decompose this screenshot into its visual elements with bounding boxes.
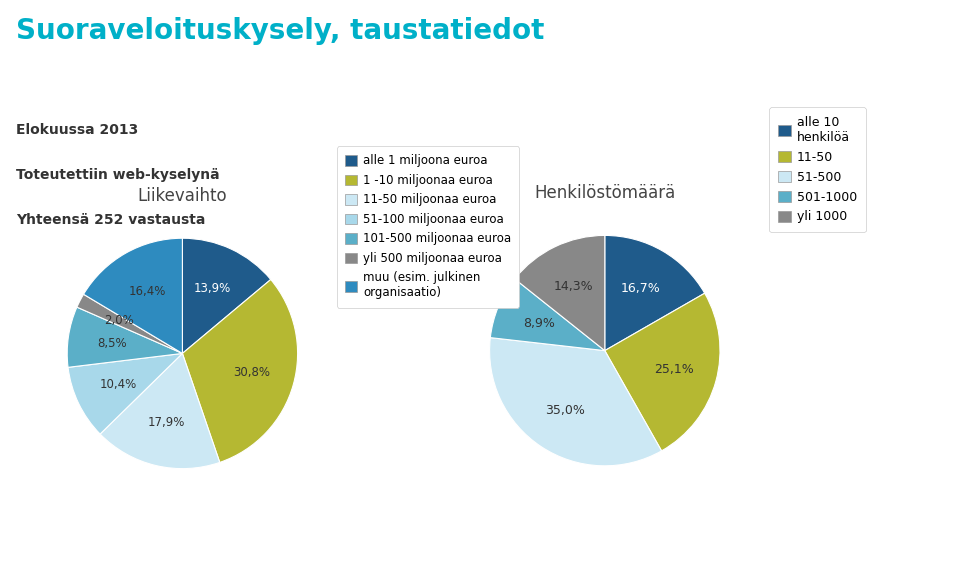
Text: basware: basware: [819, 513, 919, 533]
Text: 8,9%: 8,9%: [523, 317, 555, 330]
Wedge shape: [491, 279, 605, 351]
Wedge shape: [77, 295, 182, 353]
Wedge shape: [84, 238, 182, 353]
Text: Elokuussa 2013: Elokuussa 2013: [16, 123, 138, 137]
Text: 10,4%: 10,4%: [100, 378, 136, 391]
Wedge shape: [100, 353, 220, 468]
Wedge shape: [68, 353, 182, 434]
Text: 16,4%: 16,4%: [129, 285, 166, 298]
Text: 13,9%: 13,9%: [194, 282, 231, 295]
Wedge shape: [490, 338, 661, 466]
Text: Suoraveloituskysely, taustatiedot: Suoraveloituskysely, taustatiedot: [16, 17, 544, 45]
Legend: alle 1 miljoona euroa, 1 -10 miljoonaa euroa, 11-50 miljoonaa euroa, 51-100 milj: alle 1 miljoona euroa, 1 -10 miljoonaa e…: [337, 146, 519, 307]
Text: 2,0%: 2,0%: [104, 314, 133, 327]
Text: 17,9%: 17,9%: [147, 416, 184, 429]
Text: 30,8%: 30,8%: [232, 366, 270, 379]
Text: 25,1%: 25,1%: [654, 363, 693, 376]
Wedge shape: [182, 279, 298, 462]
Legend: alle 10
henkilöä, 11-50, 51-500, 501-1000, yli 1000: alle 10 henkilöä, 11-50, 51-500, 501-100…: [770, 107, 866, 232]
Text: 16,7%: 16,7%: [621, 282, 660, 295]
Text: Toteutettiin web-kyselynä: Toteutettiin web-kyselynä: [16, 168, 220, 182]
Title: Liikevaihto: Liikevaihto: [137, 187, 228, 205]
Text: 35,0%: 35,0%: [545, 404, 586, 417]
Wedge shape: [515, 236, 605, 351]
Title: Henkilöstömäärä: Henkilöstömäärä: [534, 185, 676, 203]
Wedge shape: [605, 236, 705, 351]
Text: Yhteensä 252 vastausta: Yhteensä 252 vastausta: [16, 213, 205, 227]
Text: 8,5%: 8,5%: [97, 337, 127, 350]
Wedge shape: [182, 238, 271, 353]
Wedge shape: [605, 293, 720, 451]
Wedge shape: [67, 307, 182, 367]
Text: 14,3%: 14,3%: [554, 280, 593, 293]
